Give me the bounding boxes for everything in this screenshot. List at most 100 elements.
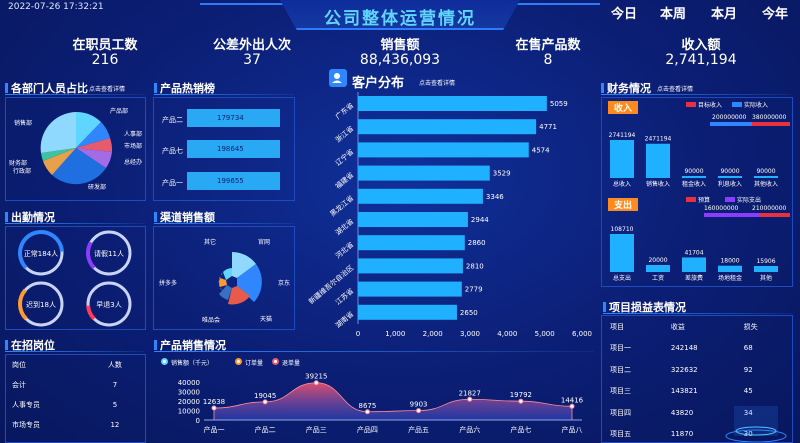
- column-header: 损失: [743, 322, 758, 331]
- x-tick-label: 3,000: [460, 330, 480, 338]
- cell-project: 项目二: [610, 365, 631, 374]
- budget-swatch: [686, 197, 696, 202]
- finance-bar: [754, 176, 778, 178]
- category-tick-label: 工资: [652, 274, 664, 282]
- kpi-value: 2,741,194: [665, 52, 737, 68]
- category-tick-label: 江苏省: [333, 286, 355, 306]
- finance-detail-link[interactable]: 点击查看详情: [657, 86, 694, 93]
- data-point: [364, 409, 370, 415]
- category-tick-label: 差旅费: [685, 274, 703, 282]
- channel-label: 拼多多: [159, 279, 177, 287]
- pie-label: 市场部: [124, 142, 142, 150]
- period-month[interactable]: 本月: [711, 7, 738, 22]
- actual-income-value: 200000000: [712, 114, 747, 121]
- profit-table: 项目 收益 损失 项目一 242148 68 项目二 322632 92 项目三…: [602, 316, 782, 442]
- profit-box: 项目 收益 损失 项目一 242148 68 项目二 322632 92 项目三…: [601, 315, 793, 443]
- channel-label: 其它: [204, 238, 216, 246]
- bar-value-label: 4574: [532, 146, 550, 154]
- y-tick-label: 0: [196, 417, 200, 425]
- column-header: 收益: [670, 322, 685, 331]
- x-tick-label: 0: [356, 330, 360, 338]
- table-row[interactable]: 项目四 43820 34: [602, 402, 782, 424]
- rose-segment-other: [223, 268, 232, 280]
- data-value-label: 19045: [254, 392, 276, 400]
- customer-bar: [358, 281, 462, 297]
- channel-rose-chart: 官网 京东 天猫 唯品会 拼多多 其它: [159, 238, 290, 324]
- kpi-value: 216: [91, 52, 119, 68]
- kpi-label: 销售额: [380, 38, 420, 53]
- period-week[interactable]: 本周: [660, 7, 687, 22]
- period-year[interactable]: 今年: [762, 7, 789, 22]
- cell-project: 项目五: [610, 430, 631, 439]
- table-row[interactable]: 项目三 143821 45: [602, 381, 782, 403]
- customer-bar: [358, 119, 537, 135]
- cell-project: 项目四: [610, 408, 631, 417]
- divider: [154, 223, 294, 224]
- customer-bar: [358, 304, 457, 320]
- legend-returns-icon: [272, 358, 279, 365]
- customer-bar: [358, 142, 529, 158]
- actual-expense-swatch: [725, 197, 735, 202]
- customer-bar: [358, 165, 490, 181]
- bar-value-label: 3346: [486, 193, 504, 201]
- category-tick-label: 销售收入: [646, 180, 670, 188]
- category-tick-label: 湖北省: [333, 217, 355, 237]
- kpi-sales: 销售额 88,436,093: [325, 34, 475, 68]
- bar-value-label: 20000: [648, 257, 667, 264]
- kpi-value: 37: [243, 52, 261, 68]
- cell-loss: 34: [743, 408, 753, 417]
- category-tick-label: 产品四: [357, 425, 378, 434]
- table-row[interactable]: 会计 7: [6, 375, 136, 395]
- data-point: [313, 380, 319, 386]
- table-header-row: 岗位 人数: [6, 355, 136, 375]
- table-row[interactable]: 项目二 322632 92: [602, 359, 782, 381]
- category-tick-label: 场地租金: [718, 274, 742, 282]
- y-tick-label: 40000: [178, 379, 200, 387]
- data-point: [467, 396, 473, 402]
- period-today[interactable]: 今日: [611, 7, 638, 22]
- datetime: 2022-07-26 17:32:21: [8, 2, 104, 12]
- bar-value-label: 2779: [465, 286, 483, 294]
- expense-tag: 支出: [608, 198, 638, 211]
- bar-value-label: 4771: [539, 123, 557, 131]
- category-tick-label: 其他: [760, 274, 772, 282]
- table-row[interactable]: 人事专员 5: [6, 395, 136, 415]
- customer-icon: [329, 69, 347, 87]
- gauge-label: 正常184人: [24, 249, 58, 258]
- data-point: [211, 405, 217, 411]
- pie-slice-gm: [76, 148, 112, 168]
- data-value-label: 9903: [410, 401, 428, 409]
- customer-bar: [358, 212, 468, 227]
- finance-bar: [610, 234, 634, 272]
- y-tick-label: 10000: [178, 408, 200, 416]
- category-tick-label: 广东省: [333, 101, 355, 121]
- category-tick-label: 产品七: [510, 425, 531, 434]
- divider: [154, 351, 594, 352]
- bar-value-label: 90000: [756, 168, 775, 175]
- income-tag: 收入: [608, 101, 638, 114]
- dept-detail-link[interactable]: 点击查看详情: [89, 86, 126, 93]
- customer-detail-link[interactable]: 点击查看详情: [419, 80, 456, 87]
- panel-title-profit: 项目损益表情况: [603, 299, 686, 315]
- category-tick-label: 产品五: [408, 425, 429, 434]
- target-income-swatch: [686, 102, 696, 107]
- gauge-label: 迟到18人: [26, 301, 56, 309]
- category-tick-label: 产品六: [459, 425, 480, 434]
- cell-gain: 242148: [670, 344, 698, 353]
- rose-segment-pdd: [219, 278, 227, 287]
- bar-value-label: 2471194: [645, 136, 672, 143]
- bar-value-label: 2650: [460, 309, 478, 317]
- rose-segment-tmall: [228, 286, 250, 305]
- bar-value-label: 90000: [720, 168, 739, 175]
- title-decoration-left: [200, 3, 290, 23]
- bar-value-label: 2741194: [609, 132, 636, 139]
- cell-gain: 143821: [670, 387, 698, 396]
- divider: [601, 94, 791, 95]
- table-row[interactable]: 市场专员 12: [6, 415, 136, 435]
- table-row[interactable]: 项目一 242148 68: [602, 338, 782, 360]
- panel-title-hot: 产品热销榜: [154, 80, 215, 96]
- gauge-label: 请假11人: [94, 249, 124, 258]
- category-tick-label: 产品二: [255, 425, 276, 434]
- x-tick-label: 1,000: [385, 330, 405, 338]
